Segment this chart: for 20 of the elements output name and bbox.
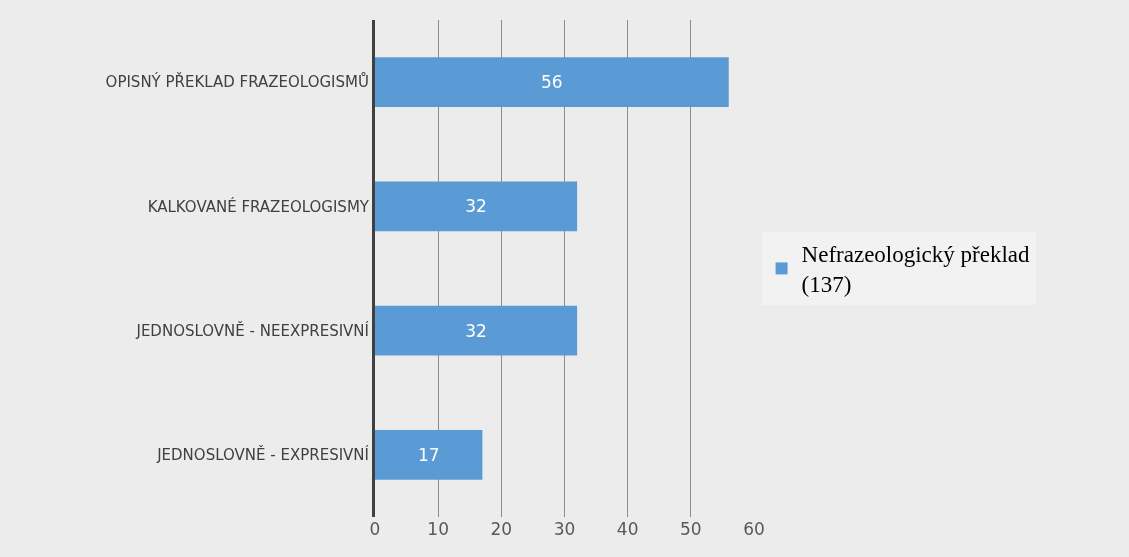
y-tick-label: JEDNOSLOVNĚ - NEEXPRESIVNÍ <box>135 320 369 340</box>
x-tick-label: 30 <box>553 519 576 539</box>
y-tick-label: KALKOVANÉ FRAZEOLOGISMY <box>147 196 370 216</box>
bar <box>375 181 578 232</box>
y-tick-label: JEDNOSLOVNĚ - EXPRESIVNÍ <box>156 445 369 465</box>
data-label: 32 <box>465 320 487 341</box>
x-tick-label: 0 <box>369 519 381 539</box>
x-tick-label: 20 <box>490 519 513 539</box>
legend-label: Nefrazeologický překlad (137) <box>801 242 1031 298</box>
x-tick-label: 40 <box>616 519 639 539</box>
x-tick-label: 10 <box>427 519 449 539</box>
bar <box>375 305 578 356</box>
bar <box>375 57 729 107</box>
data-label: 56 <box>541 72 563 93</box>
data-label: 17 <box>417 444 440 465</box>
x-tick-label: 50 <box>680 519 702 539</box>
x-tick-label: 60 <box>743 519 765 539</box>
bar <box>375 430 483 480</box>
y-tick-label: OPISNÝ PŘEKLAD FRAZEOLOGISMŮ <box>105 72 369 92</box>
data-label: 32 <box>465 196 487 217</box>
